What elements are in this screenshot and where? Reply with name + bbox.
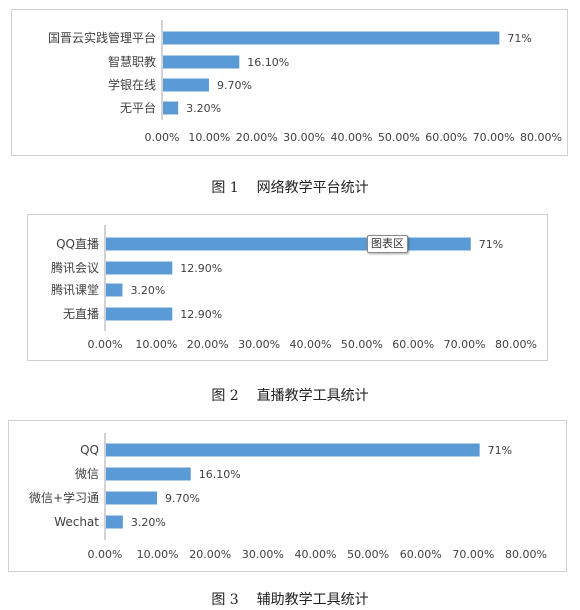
category-label: 学银在线 [108,77,156,92]
bar [106,283,123,297]
category-label: 无平台 [120,100,156,115]
x-tick-label: 10.00% [135,338,177,351]
x-tick-label: 10.00% [137,548,179,561]
x-tick-label: 0.00% [88,548,123,561]
x-tick-label: 40.00% [295,548,337,561]
caption-3-text: 辅助教学工具统计 [256,592,369,608]
bar [163,101,179,115]
x-tick-label: 60.00% [400,548,442,561]
bar [106,443,480,457]
data-label: 9.70% [165,492,200,505]
caption-1: 图 1 网络教学平台统计 [0,177,580,197]
x-tick-label: 20.00% [189,548,231,561]
bar [106,467,191,481]
data-label: 3.20% [186,102,221,115]
data-label: 71% [479,238,503,251]
x-tick-label: 10.00% [188,131,230,144]
chart-1-area[interactable]: 国晋云实践管理平台 71% 智慧职教 16.10% 学银在线 9.70% 无平台 3.20% 0… [11,9,568,156]
x-tick-label: 0.00% [145,131,180,144]
chart-3-svg: QQ 71% 微信 16.10% 微信+学习通 9.70% Wechat 3.20% 0.00%… [29,433,547,561]
bar [106,515,123,529]
chart-3-area[interactable]: QQ 71% 微信 16.10% 微信+学习通 9.70% Wechat 3.20% 0.00%… [8,420,567,572]
x-tick-label: 20.00% [236,131,278,144]
x-tick-label: 70.00% [444,338,486,351]
data-label: 12.90% [180,308,222,321]
data-label: 71% [488,444,512,457]
data-label: 16.10% [247,56,289,69]
category-label: QQ直播 [56,237,99,251]
category-label: 腾讯课堂 [51,282,99,297]
x-tick-label: 70.00% [452,548,494,561]
data-label: 71% [507,32,531,45]
x-tick-label: 0.00% [88,338,123,351]
category-label: 微信+学习通 [29,490,99,505]
caption-1-text: 网络教学平台统计 [256,180,369,196]
category-label: 微信 [75,467,99,481]
x-tick-label: 20.00% [187,338,229,351]
category-label: 国晋云实践管理平台 [48,30,156,45]
bar [163,78,209,92]
data-label: 12.90% [180,262,222,275]
category-label: 智慧职教 [108,54,156,69]
x-tick-label: 80.00% [495,338,537,351]
x-tick-label: 80.00% [520,131,562,144]
chart-1-svg: 国晋云实践管理平台 71% 智慧职教 16.10% 学银在线 9.70% 无平台 3.20% 0… [48,20,562,144]
x-tick-label: 30.00% [283,131,325,144]
caption-2-text: 直播教学工具统计 [256,388,369,404]
x-tick-label: 60.00% [392,338,434,351]
x-tick-label: 80.00% [505,548,547,561]
data-label: 9.70% [217,79,252,92]
category-label: 腾讯会议 [51,260,99,275]
caption-2: 图 2 直播教学工具统计 [0,385,580,405]
x-tick-label: 50.00% [378,131,420,144]
x-tick-label: 30.00% [238,338,280,351]
caption-3-number: 图 3 [211,592,239,608]
x-tick-label: 50.00% [341,338,383,351]
caption-1-number: 图 1 [211,180,239,196]
category-label: Wechat [54,515,99,529]
data-label: 3.20% [131,516,166,529]
x-tick-label: 70.00% [473,131,515,144]
data-label: 3.20% [130,284,165,297]
x-tick-label: 40.00% [331,131,373,144]
category-label: QQ [80,443,99,457]
bar [106,307,173,321]
x-tick-label: 40.00% [290,338,332,351]
category-label: 无直播 [63,307,99,321]
chart-2-area[interactable]: QQ直播 71% 腾讯会议 12.90% 腾讯课堂 3.20% 无直播 12.90% 0.00%… [27,214,548,361]
bar [163,55,240,69]
bar [106,261,173,275]
x-tick-label: 60.00% [425,131,467,144]
chart-2-svg: QQ直播 71% 腾讯会议 12.90% 腾讯课堂 3.20% 无直播 12.90% 0.00%… [51,225,537,351]
bar [163,31,500,45]
caption-3: 图 3 辅助教学工具统计 [0,589,580,609]
bar [106,237,471,251]
bar [106,491,158,505]
caption-2-number: 图 2 [211,388,239,404]
tooltip-text: 图表区 [371,237,404,250]
x-tick-label: 50.00% [347,548,389,561]
x-tick-label: 30.00% [242,548,284,561]
chart-area-tooltip: 图表区 [367,235,408,253]
data-label: 16.10% [199,468,241,481]
